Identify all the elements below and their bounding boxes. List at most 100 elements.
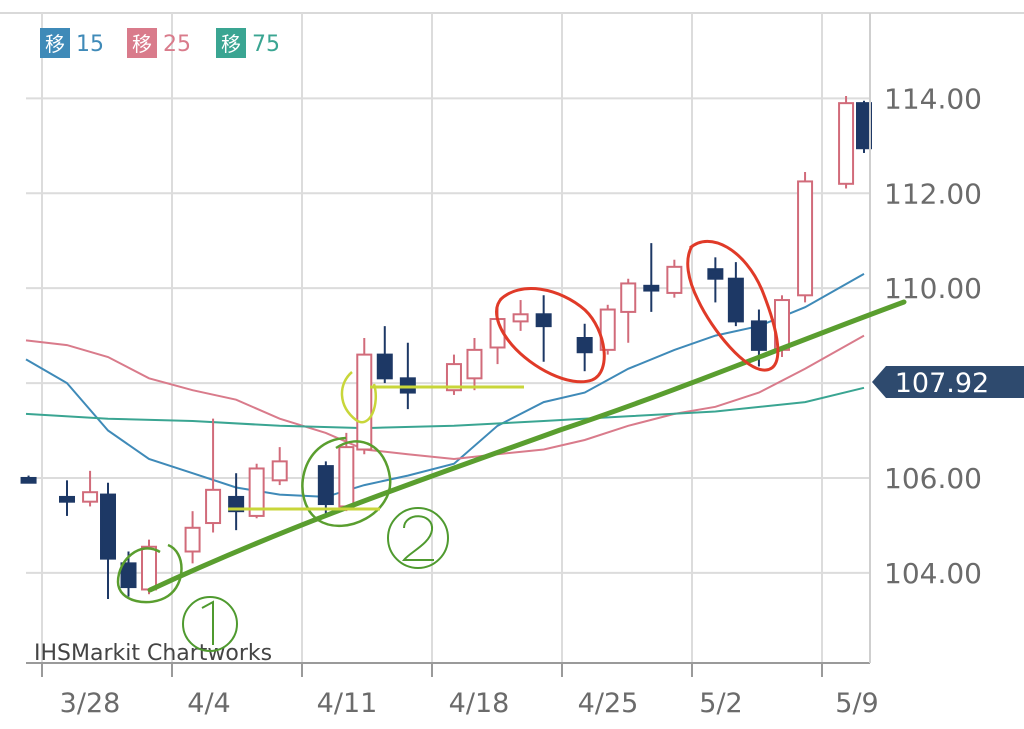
annotation-number-2-glyph xyxy=(401,515,434,561)
y-tick-label: 110.00 xyxy=(884,272,982,305)
candle xyxy=(82,470,99,507)
x-axis-ticks: 3/28 4/4 4/11 4/18 4/25 5/2 5/9 xyxy=(41,663,879,719)
candle-body xyxy=(82,491,99,503)
moving-average-line-1 xyxy=(25,334,865,461)
candle-body xyxy=(643,284,660,292)
candle xyxy=(535,295,552,362)
candle xyxy=(797,171,814,303)
x-tick-label: 4/11 xyxy=(317,688,378,719)
candle-body xyxy=(797,180,814,297)
candle-body xyxy=(707,268,724,280)
moving-average-line-2 xyxy=(25,386,865,430)
candle xyxy=(399,342,416,410)
legend-box-label: 移 xyxy=(45,32,65,56)
candle-body xyxy=(205,488,222,525)
x-tick-label: 5/9 xyxy=(835,688,878,719)
candle-body xyxy=(666,265,683,294)
candle-body xyxy=(512,313,529,323)
legend-item-ma75: 移 75 xyxy=(216,28,280,58)
x-tick-label: 4/18 xyxy=(449,688,510,719)
annotation-number-1-glyph xyxy=(201,600,214,645)
x-tick-label: 4/4 xyxy=(187,688,230,719)
candle xyxy=(20,475,37,484)
candle-body xyxy=(184,526,201,553)
candle xyxy=(338,432,355,512)
grid xyxy=(26,13,870,663)
candle xyxy=(838,96,855,189)
legend-swatch xyxy=(127,28,157,58)
candle xyxy=(707,257,724,303)
green-trendline-annotation xyxy=(147,299,907,593)
candle xyxy=(184,511,201,564)
candle xyxy=(666,259,683,298)
legend-box-label: 移 xyxy=(132,32,152,56)
candle-body xyxy=(535,313,552,328)
candle-body xyxy=(338,446,355,508)
red-circle-2-annotation xyxy=(686,239,780,372)
legend-value-label: 25 xyxy=(163,32,191,57)
moving-average-line-0 xyxy=(25,273,865,498)
candle-body xyxy=(599,308,616,351)
candle xyxy=(317,461,334,516)
candle xyxy=(445,354,462,395)
candle xyxy=(599,304,616,355)
green-hook-annotation xyxy=(340,371,378,424)
annotations xyxy=(116,239,907,652)
chart-credit: IHSMarkit Chartworks xyxy=(34,641,272,666)
y-tick-label: 112.00 xyxy=(884,177,982,210)
candle-body xyxy=(100,493,117,560)
candle xyxy=(141,539,158,595)
legend-item-ma15: 移 15 xyxy=(40,28,104,58)
green-circle-1-annotation xyxy=(116,543,183,604)
candle-body xyxy=(838,102,855,185)
candle-body xyxy=(399,377,416,394)
legend-item-ma25: 移 25 xyxy=(127,28,191,58)
annotation-number-1-circle xyxy=(182,596,238,652)
candle xyxy=(643,243,660,312)
candle xyxy=(856,100,872,153)
candle-body xyxy=(20,476,37,484)
legend-box-label: 移 xyxy=(221,32,241,56)
candle-body xyxy=(120,562,137,589)
candle xyxy=(120,551,137,597)
legend-swatch xyxy=(216,28,246,58)
y-axis-ticks: 104.00 106.00 110.00 112.00 114.00 xyxy=(884,82,982,589)
candle-body xyxy=(271,460,288,482)
candle xyxy=(727,262,744,327)
candle xyxy=(248,463,265,519)
legend-swatch xyxy=(40,28,70,58)
green-circle-2-annotation xyxy=(301,436,392,528)
current-price-label: 107.92 xyxy=(895,368,989,399)
candle xyxy=(59,480,76,516)
candle xyxy=(576,323,593,372)
annotation-number-2-circle xyxy=(387,507,449,569)
candles xyxy=(20,96,872,599)
candle-body xyxy=(750,320,767,351)
red-circle-1-annotation xyxy=(495,287,606,384)
candle-body xyxy=(466,348,483,380)
candle xyxy=(100,482,117,599)
candle-body xyxy=(727,277,744,323)
candle xyxy=(620,278,637,343)
current-price-tag: 107.92 xyxy=(872,366,1024,399)
candle xyxy=(356,338,373,455)
candle xyxy=(205,418,222,533)
x-tick-label: 3/28 xyxy=(60,688,121,719)
candle-body xyxy=(856,102,872,150)
candle-body xyxy=(576,337,593,354)
y-tick-label: 106.00 xyxy=(884,462,982,495)
candle xyxy=(271,447,288,486)
candle-body xyxy=(445,363,462,392)
candle-body xyxy=(248,467,265,517)
legend-value-label: 15 xyxy=(76,32,104,57)
candle-body xyxy=(376,353,393,380)
candle-body xyxy=(141,545,158,591)
candle-body xyxy=(59,495,76,503)
y-tick-label: 104.00 xyxy=(884,557,982,590)
candle-body xyxy=(620,282,637,313)
candle xyxy=(376,326,393,384)
candle xyxy=(512,300,529,331)
moving-average-lines xyxy=(25,273,865,498)
legend-value-label: 75 xyxy=(252,32,280,57)
